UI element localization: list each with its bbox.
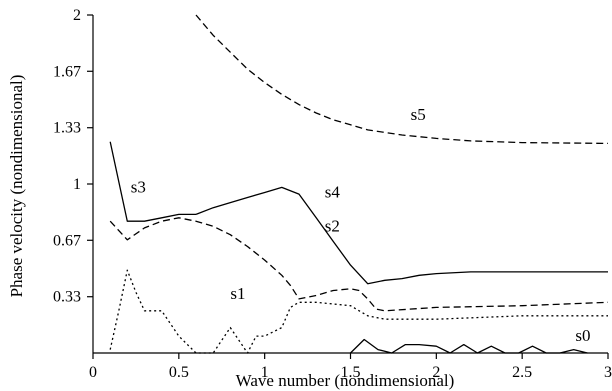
x-tick-label: 0	[89, 364, 97, 381]
series-label-s3: s3	[131, 177, 146, 196]
y-tick-label: 1.33	[53, 120, 81, 137]
x-tick-label: 1.5	[341, 364, 361, 381]
series-layer	[109, 14, 609, 354]
x-tick-label: 0.5	[169, 364, 189, 381]
y-tick-label: 1.67	[53, 63, 81, 80]
y-tick-label: 0.67	[53, 232, 81, 249]
x-tick-label: 1	[261, 364, 269, 381]
x-tick-label: 2	[432, 364, 440, 381]
x-tick-label: 2.5	[512, 364, 532, 381]
y-axis-ticks: 0.33 0.67 1 1.33 1.67 2	[53, 7, 93, 306]
series-label-s2: s2	[325, 216, 340, 235]
series-label-s1: s1	[230, 284, 245, 303]
series-label-s0: s0	[575, 326, 590, 345]
series-label-s4: s4	[325, 183, 341, 202]
x-axis-title: Wave number (nondimensional)	[236, 371, 455, 390]
y-tick-label: 1	[73, 176, 81, 193]
series-line-s3	[109, 141, 196, 222]
series-line-s1	[109, 269, 608, 354]
x-axis-ticks: 0 0.5 1 1.5 2 2.5 3	[89, 353, 612, 381]
y-tick-label: 2	[73, 7, 81, 24]
series-line-s4	[195, 186, 608, 285]
series-label-s5: s5	[411, 105, 426, 124]
y-tick-label: 0.33	[53, 289, 81, 306]
axes	[92, 15, 608, 354]
series-line-s5	[195, 14, 609, 145]
y-axis-title: Phase velocity (nondimensional)	[7, 75, 26, 298]
series-line-s2	[109, 217, 609, 312]
x-tick-label: 3	[604, 364, 612, 381]
series-labels: s0 s1 s2 s3 s4 s5	[131, 105, 591, 345]
series-line-s0	[350, 338, 588, 354]
